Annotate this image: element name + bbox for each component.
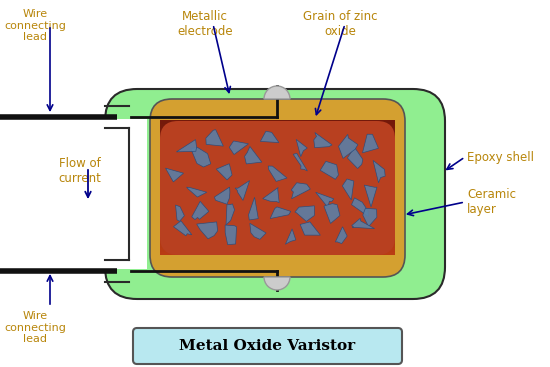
- Bar: [160, 153, 395, 158]
- Bar: [160, 221, 395, 225]
- Bar: [160, 230, 395, 235]
- Bar: [160, 167, 395, 171]
- Polygon shape: [364, 185, 377, 207]
- Bar: [160, 214, 395, 218]
- Polygon shape: [197, 222, 218, 239]
- Text: Flow of
current: Flow of current: [58, 157, 101, 185]
- Bar: [160, 177, 395, 181]
- Bar: [160, 224, 395, 228]
- Polygon shape: [336, 227, 347, 244]
- Polygon shape: [245, 146, 262, 164]
- Polygon shape: [339, 134, 358, 158]
- Bar: [160, 130, 395, 134]
- Polygon shape: [351, 198, 368, 217]
- Bar: [160, 210, 395, 215]
- Polygon shape: [320, 161, 338, 179]
- Text: Metallic
electrode: Metallic electrode: [177, 10, 233, 38]
- FancyBboxPatch shape: [160, 121, 395, 255]
- Bar: [160, 251, 395, 255]
- Text: Metal Oxide Varistor: Metal Oxide Varistor: [179, 339, 355, 353]
- Polygon shape: [362, 134, 378, 153]
- Polygon shape: [300, 222, 321, 235]
- Bar: [160, 127, 395, 131]
- Bar: [160, 217, 395, 222]
- Polygon shape: [249, 197, 258, 220]
- Bar: [160, 170, 395, 175]
- Bar: [160, 120, 395, 124]
- Bar: [160, 187, 395, 191]
- Polygon shape: [192, 201, 209, 219]
- Text: Ceramic
layer: Ceramic layer: [467, 188, 516, 216]
- Bar: [160, 244, 395, 248]
- Polygon shape: [363, 208, 377, 226]
- Bar: [160, 197, 395, 201]
- Polygon shape: [177, 139, 197, 152]
- Bar: [160, 160, 395, 164]
- Polygon shape: [296, 139, 307, 157]
- Polygon shape: [226, 204, 234, 225]
- Bar: [160, 207, 395, 211]
- FancyBboxPatch shape: [133, 328, 402, 364]
- Polygon shape: [348, 147, 363, 168]
- Bar: [160, 164, 395, 168]
- Polygon shape: [263, 188, 279, 203]
- Polygon shape: [285, 229, 296, 244]
- Polygon shape: [342, 179, 354, 200]
- Polygon shape: [186, 187, 207, 197]
- Bar: [103, 119, 147, 269]
- Polygon shape: [314, 132, 332, 148]
- Polygon shape: [292, 183, 310, 199]
- Bar: [160, 143, 395, 148]
- Bar: [160, 227, 395, 232]
- Bar: [160, 150, 395, 155]
- Bar: [160, 147, 395, 151]
- Polygon shape: [216, 164, 232, 180]
- Polygon shape: [166, 168, 184, 182]
- Polygon shape: [293, 153, 307, 171]
- Bar: [160, 234, 395, 238]
- FancyBboxPatch shape: [150, 99, 405, 277]
- Bar: [103, 119, 149, 269]
- Polygon shape: [175, 205, 184, 221]
- Polygon shape: [295, 206, 315, 221]
- Polygon shape: [373, 160, 385, 183]
- Polygon shape: [191, 148, 211, 167]
- Polygon shape: [351, 218, 375, 229]
- Bar: [160, 200, 395, 205]
- Polygon shape: [214, 187, 230, 204]
- Polygon shape: [235, 181, 250, 200]
- Bar: [160, 204, 395, 208]
- Text: Grain of zinc
oxide: Grain of zinc oxide: [302, 10, 377, 38]
- Bar: [160, 123, 395, 128]
- Polygon shape: [225, 225, 236, 245]
- Text: Epoxy shell: Epoxy shell: [467, 150, 534, 164]
- Polygon shape: [268, 166, 287, 181]
- Bar: [160, 157, 395, 161]
- Polygon shape: [316, 192, 334, 207]
- Bar: [160, 190, 395, 195]
- Bar: [160, 140, 395, 145]
- Bar: [160, 247, 395, 252]
- Bar: [160, 194, 395, 198]
- Bar: [160, 241, 395, 245]
- Polygon shape: [250, 223, 266, 239]
- Polygon shape: [260, 131, 279, 142]
- Polygon shape: [324, 204, 340, 224]
- FancyBboxPatch shape: [105, 89, 445, 299]
- Bar: [160, 137, 395, 141]
- Bar: [160, 237, 395, 241]
- Wedge shape: [264, 86, 290, 99]
- Bar: [160, 184, 395, 188]
- Bar: [160, 133, 395, 138]
- Polygon shape: [229, 141, 249, 155]
- Wedge shape: [264, 277, 290, 290]
- Text: Wire
connecting
lead: Wire connecting lead: [4, 311, 66, 344]
- Bar: [160, 174, 395, 178]
- Text: Wire
connecting
lead: Wire connecting lead: [4, 9, 66, 42]
- Polygon shape: [206, 130, 223, 146]
- Bar: [160, 180, 395, 185]
- Polygon shape: [270, 207, 291, 218]
- Polygon shape: [173, 221, 192, 236]
